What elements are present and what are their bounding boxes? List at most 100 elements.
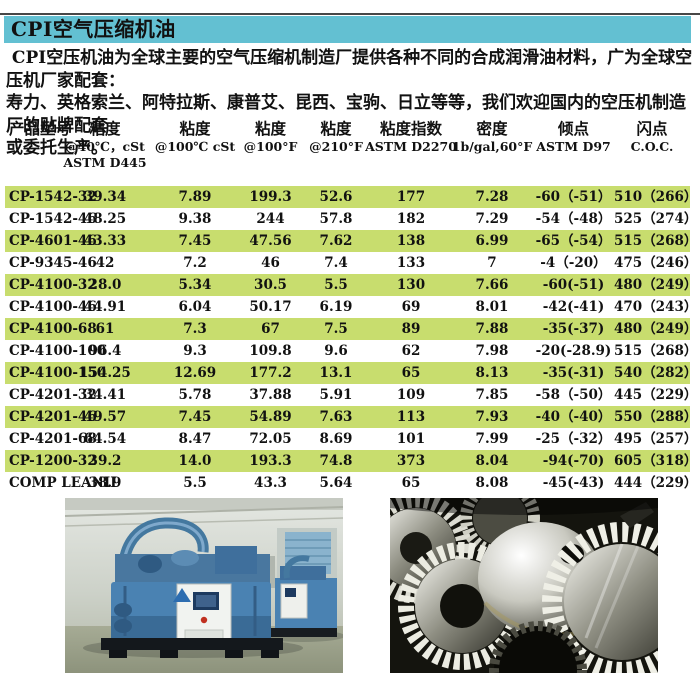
value-cell: 199.3 <box>249 189 292 205</box>
value-cell: 177 <box>396 189 426 205</box>
value-cell: 14.0 <box>178 453 212 469</box>
table-row: CP-4601-46 43.33 7.45 47.56 7.62 138 6.99 -65（-… <box>5 230 697 252</box>
value-cell: 7.45 <box>178 233 212 249</box>
value-cell: 54.89 <box>249 409 292 425</box>
column-sublabel: C.O.C. <box>630 139 674 154</box>
product-name: CP-4100-46 <box>9 299 97 315</box>
value-cell: 96.4 <box>88 343 122 359</box>
value-cell: 64.54 <box>83 431 127 447</box>
value-cell: 62 <box>401 343 421 359</box>
product-name: CP-4100-68 <box>9 321 97 337</box>
value-cell: 67 <box>261 321 280 337</box>
value-cell: 8.13 <box>475 365 509 381</box>
intro-line: CPI空压机油为全球主要的空气压缩机制造厂提供各种不同的合成润滑油材料，广为全球… <box>6 48 693 91</box>
value-cell: -20(-28.9) <box>535 343 612 359</box>
table-row: CP-9345-46 42 7.2 46 7.4 133 7 -4（-20） 475（246） <box>5 252 698 274</box>
intro-line: 寿力、英格索兰、阿特拉斯、康普艾、昆西、宝驹、日立等等，我们欢迎国内的空压机制造… <box>6 93 686 136</box>
value-cell: 30.5 <box>254 277 287 293</box>
value-cell: 7.3 <box>183 321 207 337</box>
table-row: CP-4201-46 49.57 7.45 54.89 7.63 113 7.93 -40（-… <box>5 406 697 428</box>
product-name: CP-1542-46 <box>9 211 97 227</box>
column-header-7: 倾点 ASTM D97 <box>533 119 614 171</box>
value-cell: 154.25 <box>79 365 131 381</box>
value-cell: -35(-37) <box>542 321 605 337</box>
value-cell: 495（257） <box>614 431 698 447</box>
value-cell: -58（-50） <box>535 387 612 403</box>
column-header-1: 粘度 @40℃，cSt ASTM D445 <box>60 119 150 171</box>
value-cell: 57.8 <box>319 211 353 227</box>
value-cell: 8.04 <box>475 453 509 469</box>
value-cell: 74.8 <box>319 453 353 469</box>
value-cell: 540（282） <box>614 365 698 381</box>
value-cell: 12.69 <box>173 365 217 381</box>
gears-illustration <box>390 498 658 673</box>
value-cell: 61 <box>95 321 115 337</box>
column-header-0: 产品型号 <box>5 119 71 171</box>
table-row: CP-4100-68 61 7.3 67 7.5 89 7.88 -35(-37) 480（24… <box>5 318 698 340</box>
table-body: CP-1542-32 39.34 7.89 199.3 52.6 177 7.28 -60（-… <box>5 186 698 494</box>
value-cell: 48.25 <box>83 211 127 227</box>
value-cell: 47.56 <box>249 233 292 249</box>
value-cell: 65 <box>401 365 421 381</box>
top-divider <box>0 13 700 15</box>
product-name: CP-4601-46 <box>9 233 97 249</box>
value-cell: 8.47 <box>178 431 212 447</box>
value-cell: 38.9 <box>88 475 122 491</box>
column-sublabel: @210°F <box>309 139 363 154</box>
table-row: COMP LEANII 38.9 5.5 43.3 5.64 65 8.08 -45(-43)… <box>5 472 697 494</box>
product-name: CP-1200-32 <box>9 453 97 469</box>
value-cell: 193.3 <box>249 453 292 469</box>
table-row: CP-4100-46 44.91 6.04 50.17 6.19 69 8.01 -42(-4… <box>5 296 698 318</box>
value-cell: 8.08 <box>475 475 509 491</box>
value-cell: 7 <box>487 255 497 271</box>
value-cell: 480（249） <box>614 321 698 337</box>
column-label: 密度 <box>476 119 508 138</box>
value-cell: -25（-32） <box>535 431 612 447</box>
value-cell: -45(-43) <box>542 475 605 491</box>
value-cell: 5.5 <box>324 277 348 293</box>
value-cell: -35(-31) <box>542 365 605 381</box>
value-cell: -54（-48） <box>535 211 612 227</box>
column-sublabel: @100°F <box>243 139 298 154</box>
value-cell: 182 <box>396 211 426 227</box>
value-cell: 9.3 <box>183 343 207 359</box>
table-row: CP-1542-32 39.34 7.89 199.3 52.6 177 7.28 -60（-… <box>5 186 698 208</box>
product-name: CP-4201-68 <box>9 431 97 447</box>
value-cell: 475（246） <box>614 255 698 271</box>
product-name: CP-1542-32 <box>9 189 97 205</box>
air-compressors-photo <box>65 498 343 673</box>
value-cell: 46 <box>261 255 280 271</box>
value-cell: -94(-70) <box>542 453 605 469</box>
value-cell: 69 <box>401 299 421 315</box>
value-cell: 470（243） <box>614 299 698 315</box>
value-cell: 7.29 <box>475 211 509 227</box>
value-cell: 373 <box>396 453 426 469</box>
column-header-6: 密度 1b/gal,60°F <box>451 119 533 171</box>
value-cell: 6.99 <box>475 233 509 249</box>
value-cell: -65（-54） <box>535 233 612 249</box>
intro-paragraph: CPI空压机油为全球主要的空气压缩机制造厂提供各种不同的合成润滑油材料，广为全球… <box>6 47 698 160</box>
value-cell: 510（266） <box>614 189 698 205</box>
column-header-2: 粘度 @100℃ cSt <box>150 119 240 171</box>
value-cell: 7.62 <box>319 233 353 249</box>
value-cell: 7.2 <box>183 255 207 271</box>
value-cell: 28.0 <box>88 277 122 293</box>
table-row: CP-1542-46 48.25 9.38 244 57.8 182 7.29 -54（-48… <box>5 208 697 230</box>
page-title: CPI空气压缩机油 <box>11 17 176 41</box>
steel-gears-photo <box>390 498 658 673</box>
value-cell: 515（268） <box>614 343 698 359</box>
product-name: CP-4100-32 <box>9 277 97 293</box>
table-row: CP-4201-68 64.54 8.47 72.05 8.69 101 7.99 -25（-… <box>5 428 698 450</box>
value-cell: 177.2 <box>249 365 292 381</box>
value-cell: -4（-20） <box>540 255 607 271</box>
value-cell: 113 <box>396 409 426 425</box>
table-row: CP-4100-32 28.0 5.34 30.5 5.5 130 7.66 -60(-51)… <box>5 274 697 296</box>
value-cell: 7.66 <box>475 277 509 293</box>
value-cell: -42(-41) <box>542 299 605 315</box>
value-cell: 42 <box>95 255 115 271</box>
value-cell: 605（318） <box>614 453 698 469</box>
value-cell: 39.2 <box>88 453 122 469</box>
value-cell: 6.19 <box>319 299 353 315</box>
value-cell: 7.4 <box>324 255 348 271</box>
table-row: CP-4100-100 96.4 9.3 109.8 9.6 62 7.98 -20(-28.… <box>5 340 698 362</box>
